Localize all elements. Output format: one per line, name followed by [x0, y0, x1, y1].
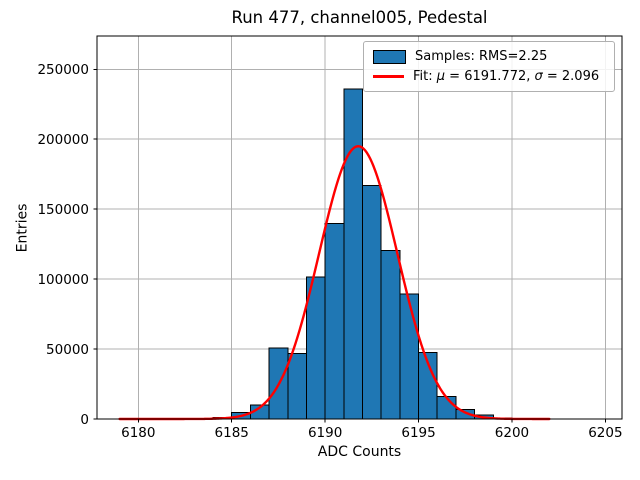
legend-entry-fit: Fit: μ = 6191.772, σ = 2.096	[373, 67, 605, 86]
x-tick-label: 6185	[215, 425, 249, 441]
x-axis-label: ADC Counts	[317, 444, 402, 460]
legend-entry-samples: Samples: RMS=2.25	[373, 47, 605, 66]
legend-label-samples: Samples: RMS=2.25	[415, 49, 548, 64]
x-tick-label: 6180	[121, 425, 155, 441]
histogram-bar	[361, 184, 382, 420]
y-axis-label-wrap: Entries	[12, 36, 32, 419]
y-axis-label: Entries	[14, 203, 31, 252]
y-tick-label: 250000	[37, 62, 89, 78]
histogram-bar	[343, 88, 363, 420]
y-tick-label: 0	[80, 412, 89, 428]
legend-label-fit: Fit: μ = 6191.772, σ = 2.096	[413, 69, 600, 84]
y-tick-label: 100000	[37, 272, 89, 288]
x-tick-label: 6190	[308, 425, 342, 441]
y-tick-label: 200000	[37, 132, 89, 148]
y-tick-label: 50000	[46, 342, 89, 358]
histogram-bar	[399, 293, 420, 420]
histogram-bar	[380, 250, 401, 420]
chart-title: Run 477, channel005, Pedestal	[231, 8, 488, 27]
plot-border	[96, 35, 623, 420]
x-tick-label: 6205	[588, 425, 622, 441]
histogram-bar	[324, 223, 345, 420]
fit-line-swatch	[373, 75, 404, 78]
y-tick-label: 150000	[37, 202, 89, 218]
histogram-bar	[287, 353, 307, 420]
legend: Samples: RMS=2.25 Fit: μ = 6191.772, σ =…	[363, 41, 615, 92]
histogram-swatch	[373, 49, 406, 64]
histogram-bar	[436, 396, 457, 420]
x-tick-label: 6200	[495, 425, 529, 441]
x-tick-label: 6195	[401, 425, 435, 441]
